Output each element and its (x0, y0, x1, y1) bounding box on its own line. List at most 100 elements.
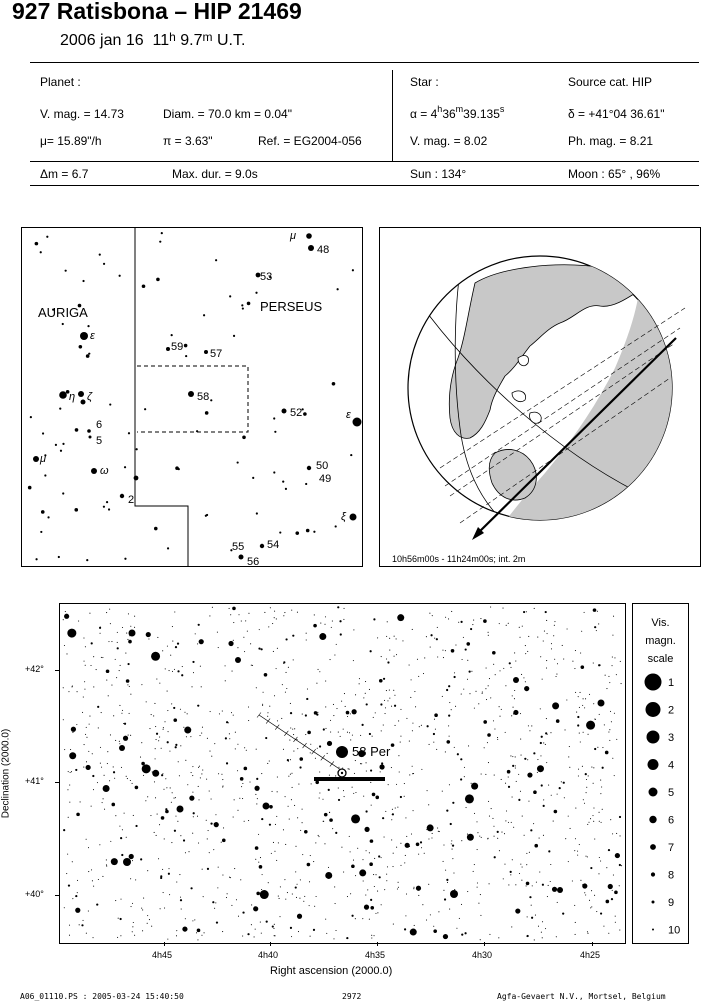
background-star (117, 936, 119, 938)
background-star (177, 761, 179, 763)
background-star (608, 675, 610, 677)
background-star (508, 662, 511, 665)
background-star (326, 932, 328, 934)
background-star (90, 869, 93, 871)
background-star (614, 852, 620, 859)
background-star (581, 630, 583, 632)
background-star (402, 640, 404, 642)
background-star (267, 762, 269, 765)
overview-star (170, 334, 173, 337)
background-star (85, 733, 87, 735)
background-star (478, 902, 480, 904)
bright-star (450, 890, 458, 898)
background-star (142, 909, 144, 911)
background-star (403, 795, 405, 797)
background-star (318, 745, 322, 748)
background-star (197, 842, 200, 844)
background-star (369, 650, 372, 653)
overview-star (308, 245, 314, 251)
background-star (184, 852, 186, 854)
background-star (267, 882, 269, 884)
background-star (83, 766, 85, 768)
path-time-tick (284, 730, 289, 737)
background-star (261, 874, 263, 876)
background-star (542, 804, 545, 807)
background-star (585, 778, 588, 781)
background-star (564, 729, 566, 731)
background-star (251, 664, 254, 666)
background-star (158, 740, 160, 742)
overview-star (279, 531, 282, 534)
background-star (119, 743, 121, 745)
background-star (362, 859, 364, 861)
background-star (68, 691, 70, 693)
background-star (347, 768, 349, 770)
background-star (445, 869, 447, 871)
background-star (126, 632, 128, 634)
background-star (63, 907, 65, 909)
earth-globe-panel: 10h56m00s - 11h24m00s; int. 2m (379, 227, 701, 567)
background-star (582, 731, 584, 733)
background-star (520, 863, 522, 865)
background-star (258, 865, 263, 869)
background-star (332, 828, 334, 830)
background-star (276, 859, 278, 861)
star-label-2: 2 (128, 494, 134, 506)
background-star (438, 830, 440, 833)
background-star (263, 672, 268, 677)
background-star (253, 936, 255, 938)
background-star (343, 796, 345, 798)
background-star (588, 821, 590, 823)
background-star (84, 664, 86, 666)
background-star (147, 870, 149, 872)
background-star (260, 932, 262, 934)
background-star (456, 753, 459, 756)
background-star (485, 698, 488, 701)
background-star (418, 894, 420, 897)
scale-title-scale: scale (647, 653, 674, 665)
background-star (201, 726, 204, 728)
background-star (448, 685, 451, 688)
background-star (173, 706, 176, 710)
background-star (206, 838, 208, 840)
background-star (521, 866, 523, 868)
background-star (262, 704, 264, 706)
background-star (66, 653, 68, 655)
background-star (323, 812, 328, 817)
overview-star (88, 435, 92, 439)
background-star (334, 903, 336, 905)
background-star (613, 775, 615, 777)
background-star (552, 820, 554, 822)
background-star (109, 608, 111, 610)
overview-star (306, 465, 312, 471)
background-star (69, 801, 71, 803)
overview-star (352, 417, 362, 427)
background-star (228, 607, 230, 609)
background-star (312, 928, 316, 931)
background-star (497, 736, 499, 739)
background-star (171, 792, 173, 794)
background-star (318, 797, 320, 799)
background-star (143, 897, 145, 899)
background-star (443, 844, 445, 846)
background-star (339, 633, 342, 636)
overview-star (102, 262, 106, 265)
background-star (441, 695, 443, 697)
background-star (413, 924, 415, 927)
background-star (162, 892, 164, 894)
background-star (171, 670, 174, 672)
background-star (254, 846, 259, 850)
background-star (111, 802, 116, 807)
background-star (62, 619, 64, 621)
overview-star (102, 505, 106, 508)
background-star (221, 710, 223, 712)
background-star (441, 790, 443, 792)
background-star (322, 728, 325, 731)
background-star (197, 704, 200, 707)
background-star (142, 774, 145, 776)
background-star (212, 901, 215, 904)
background-star (582, 799, 584, 801)
background-star (128, 712, 130, 714)
background-star (600, 821, 602, 823)
background-star (351, 914, 354, 917)
